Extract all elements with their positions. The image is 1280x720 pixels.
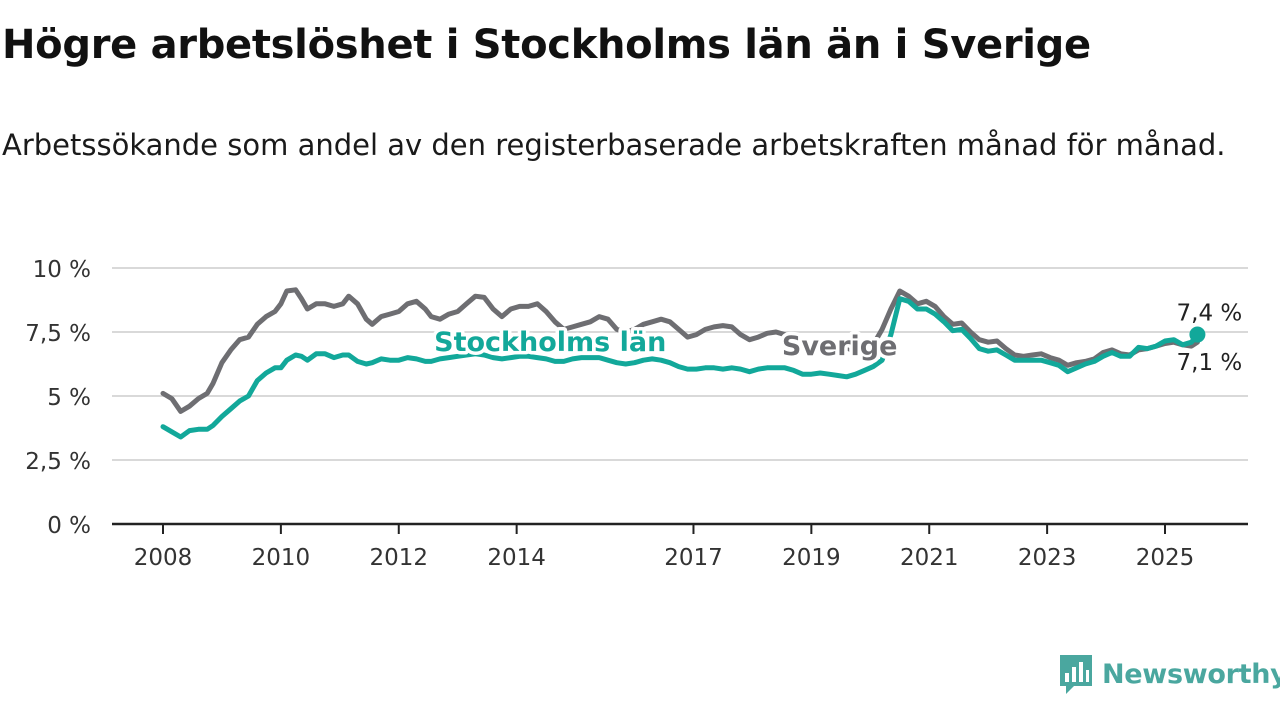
y-tick-label: 10 %: [33, 257, 91, 283]
y-axis-ticks: 0 % 2,5 % 5 % 7,5 % 10 %: [25, 257, 91, 539]
bar-chart-speech-bubble-icon: [1060, 655, 1092, 694]
x-tick-label: 2025: [1136, 545, 1195, 571]
x-tick-label: 2010: [252, 545, 311, 571]
brand-name: Newsworthy: [1102, 658, 1280, 690]
chart-title: Högre arbetslöshet i Stockholms län än i…: [2, 22, 1091, 68]
x-tick-label: 2017: [664, 545, 723, 571]
y-tick-label: 2,5 %: [25, 449, 91, 475]
x-tick-label: 2023: [1018, 545, 1077, 571]
x-tick-label: 2012: [369, 545, 428, 571]
series-lines: [160, 287, 1206, 440]
y-tick-label: 7,5 %: [25, 321, 91, 347]
x-tick-label: 2008: [134, 545, 193, 571]
x-tick-label: 2021: [900, 545, 959, 571]
y-tick-label: 0 %: [47, 513, 91, 539]
series-label-stockholm: Stockholms län: [434, 327, 666, 358]
series-line-sverige: [160, 287, 1200, 414]
chart-subtitle: Arbetssökande som andel av den registerb…: [2, 128, 1226, 162]
x-tick-label: 2019: [782, 545, 841, 571]
series-line-stockholm: [160, 296, 1200, 440]
series-end-marker-stockholm: [1189, 326, 1206, 343]
end-value-label-sverige: 7,1 %: [1177, 350, 1243, 376]
y-tick-label: 5 %: [47, 385, 91, 411]
end-value-label-stockholm: 7,4 %: [1177, 301, 1243, 327]
line-chart: 0 % 2,5 % 5 % 7,5 % 10 % 2008 2010 2012 2014 201…: [25, 257, 1248, 571]
newsworthy-logo: Newsworthy: [1058, 652, 1280, 696]
x-tick-label: 2014: [487, 545, 546, 571]
series-labels: Sverige 7,1 % Stockholms län 7,4 %: [431, 298, 1245, 379]
x-axis: 2008 2010 2012 2014 2017 2019 2021 2023 2025: [112, 522, 1248, 571]
series-label-sverige: Sverige: [782, 331, 898, 362]
